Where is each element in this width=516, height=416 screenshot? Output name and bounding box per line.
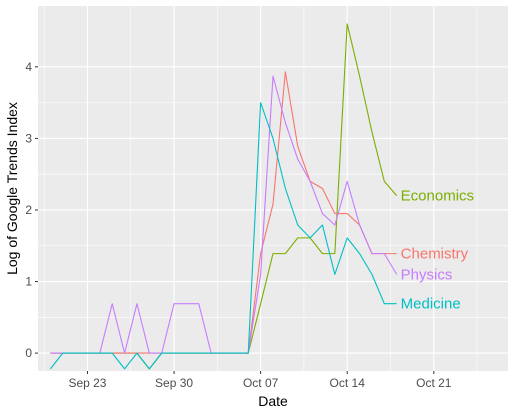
series-label-chemistry: Chemistry [401,246,469,263]
y-tick-label: 1 [25,275,32,289]
series-label-physics: Physics [401,266,453,283]
y-tick-label: 0 [25,346,32,360]
y-tick-label: 4 [25,60,32,74]
series-label-medicine: Medicine [401,296,461,313]
series-lines [49,23,398,370]
y-axis: 0 1 2 3 4 [25,60,38,360]
x-tick-label: Oct 21 [416,376,452,390]
series-label-economics: Economics [401,188,474,205]
x-tick-label: Oct 07 [243,376,279,390]
series-line-medicine [49,102,397,370]
y-tick-label: 2 [25,203,32,217]
x-tick-label: Sep 30 [155,376,193,390]
x-axis-title: Date [258,393,288,409]
x-tick-label: Sep 23 [68,376,106,390]
x-tick-label: Oct 14 [330,376,366,390]
y-tick-label: 3 [25,131,32,145]
major-gridlines [38,6,508,371]
series-labels: Economics Chemistry Physics Medicine [401,188,474,313]
x-axis: Sep 23 Sep 30 Oct 07 Oct 14 Oct 21 [68,371,452,390]
y-axis-title: Log of Google Trends Index [4,102,20,275]
